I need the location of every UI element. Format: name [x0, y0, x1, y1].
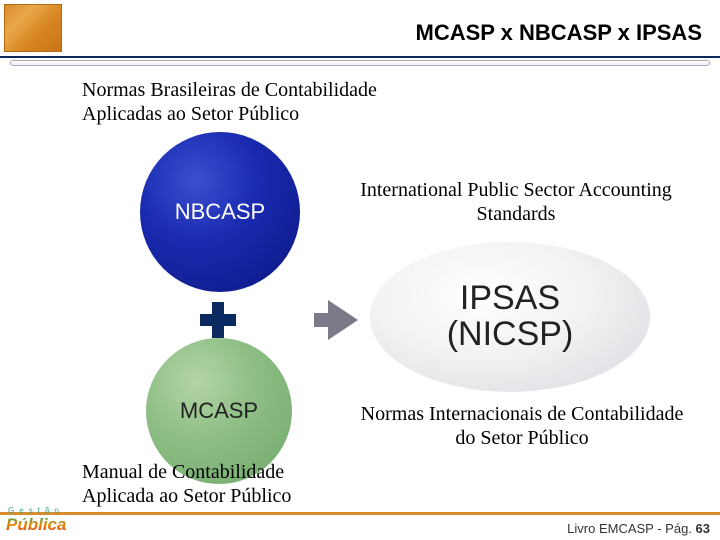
nbcasp-full-line1: Normas Brasileiras de Contabilidade Apli…	[82, 79, 377, 125]
footer-logo-top: Gestão	[8, 506, 64, 515]
footer-page-number: 63	[696, 521, 710, 536]
nbcasp-full-label: Normas Brasileiras de Contabilidade Apli…	[82, 78, 377, 126]
slide-title: MCASP x NBCASP x IPSAS	[416, 20, 703, 46]
mcasp-full-label: Manual de Contabilidade Aplicada ao Seto…	[82, 460, 291, 508]
node-ipsas: IPSAS (NICSP)	[370, 242, 650, 392]
footer-reference: Livro EMCASP - Pág. 63	[567, 521, 710, 536]
arrow-right-icon	[328, 300, 358, 340]
footer-bar: Gestão Pública Livro EMCASP - Pág. 63	[0, 512, 720, 540]
footer-ref-text: Livro EMCASP - Pág.	[567, 521, 695, 536]
mcasp-full-text: Manual de Contabilidade Aplicada ao Seto…	[82, 461, 291, 507]
footer-logo-main: Pública	[6, 515, 66, 535]
node-mcasp-label: MCASP	[180, 398, 258, 424]
header-bar: MCASP x NBCASP x IPSAS	[0, 0, 720, 58]
globe-logo-icon	[4, 4, 62, 52]
node-nbcasp: NBCASP	[140, 132, 300, 292]
node-ipsas-label: IPSAS (NICSP)	[447, 281, 574, 352]
plus-icon	[200, 302, 236, 338]
header-divider	[10, 60, 710, 66]
node-nbcasp-label: NBCASP	[175, 199, 265, 225]
ipsas-portuguese-label: Normas Internacionais de Contabilidade d…	[352, 402, 692, 450]
footer-logo-icon: Gestão Pública	[6, 508, 78, 538]
ipsas-english-label: International Public Sector Accounting S…	[346, 178, 686, 226]
